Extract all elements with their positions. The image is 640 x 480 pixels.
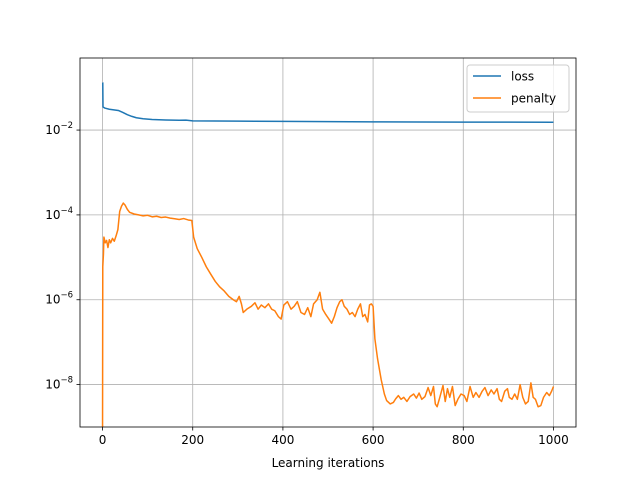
series-lines <box>101 82 555 428</box>
grid <box>80 58 576 427</box>
x-tick-label: 0 <box>99 433 107 447</box>
y-axis-ticks: 10−8 10−6 10−4 10−2 <box>45 121 80 392</box>
series-line-penalty <box>101 202 555 428</box>
x-tick-label: 1000 <box>538 433 569 447</box>
x-tick-label: 200 <box>181 433 204 447</box>
legend: loss penalty <box>466 64 570 113</box>
x-tick-label: 800 <box>452 433 475 447</box>
legend-label-loss: loss <box>511 70 534 84</box>
x-axis-label: Learning iterations <box>272 456 385 470</box>
x-tick-label: 600 <box>362 433 385 447</box>
legend-label-penalty: penalty <box>511 92 556 106</box>
x-axis-ticks: 0 200 400 600 800 1000 <box>99 427 569 447</box>
plot-frame <box>79 57 577 428</box>
y-tick-label: 10−6 <box>45 291 73 307</box>
y-tick-label: 10−8 <box>45 376 73 392</box>
series-line-loss <box>102 82 554 123</box>
x-tick-label: 400 <box>271 433 294 447</box>
y-tick-label: 10−4 <box>45 206 73 222</box>
y-tick-label: 10−2 <box>45 121 73 137</box>
